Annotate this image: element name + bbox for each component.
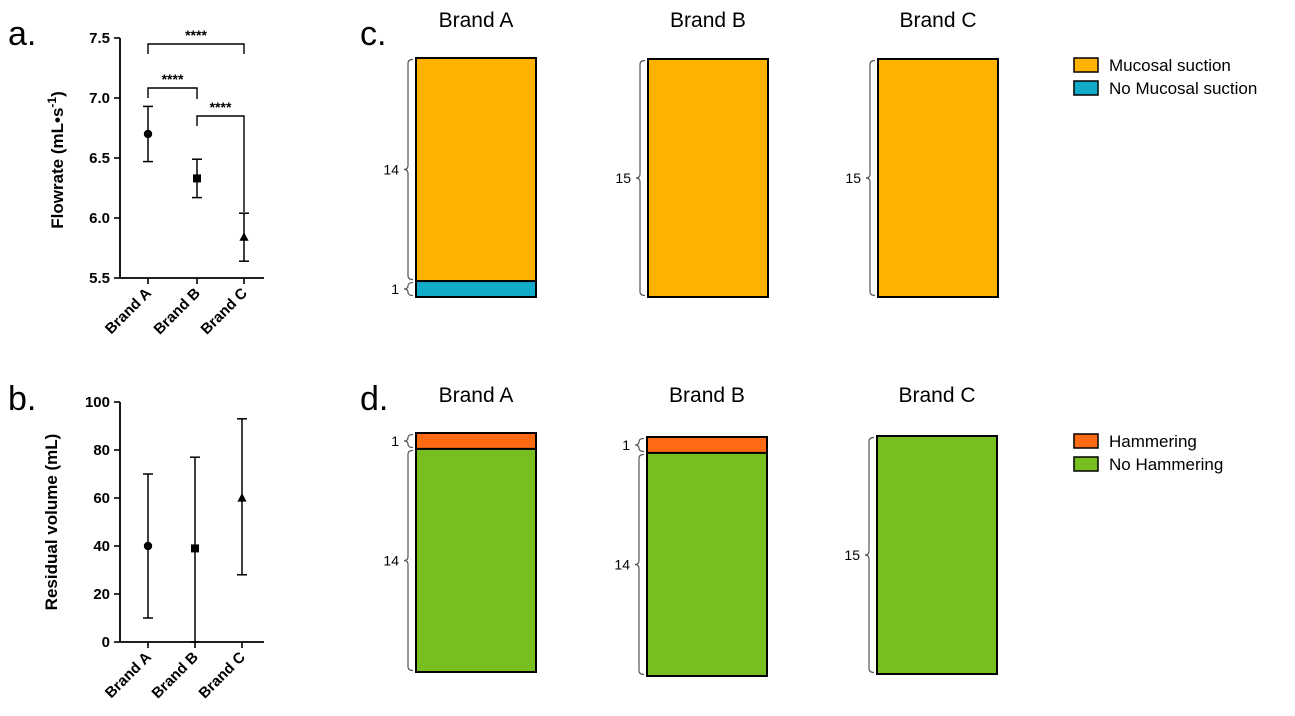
panel-a-point-brand-c xyxy=(239,232,249,241)
panel-b-y-tick-label: 40 xyxy=(93,538,110,555)
panel-d-count-label: 1 xyxy=(391,433,399,449)
panel-c-brace xyxy=(403,58,414,281)
panel-d-legend-swatch-no-hammering xyxy=(1073,456,1099,472)
panel-a-y-tick-label: 6.5 xyxy=(89,150,110,167)
panel-a-significance-bracket xyxy=(147,87,198,99)
panel-d-title-brand-a: Brand A xyxy=(439,384,514,407)
panel-c-legend-label-mucosal-suction: Mucosal suction xyxy=(1109,56,1231,75)
panel-d-legend-label-no-hammering: No Hammering xyxy=(1109,455,1223,474)
panel-a-y-tick-label: 7.0 xyxy=(89,90,110,107)
panel-c-title-brand-b: Brand B xyxy=(670,9,746,32)
panel-d-bar-brand-b-no-hammering xyxy=(646,451,768,677)
panel-b-point-brand-b xyxy=(191,544,199,553)
panel-d-count-label: 15 xyxy=(844,547,860,563)
panel-a-significance-bracket xyxy=(196,115,245,212)
panel-c-count-label: 15 xyxy=(845,170,861,186)
panel-b-y-tick-label: 60 xyxy=(93,490,110,507)
panel-c-count-label: 1 xyxy=(391,281,399,297)
panel-a-x-tick-label-brand-c: Brand C xyxy=(198,285,251,338)
panel-c-bar-brand-c-mucosal-suction xyxy=(877,58,999,298)
panel-d-bar-brand-a-hammering xyxy=(415,432,537,450)
panel-c-brace xyxy=(635,59,646,297)
panel-b-y-axis-title: Residual volume (mL) xyxy=(42,434,61,611)
panel-b-x-tick-label-brand-c: Brand C xyxy=(196,649,249,702)
panel-d-count-label: 14 xyxy=(614,556,630,572)
panel-c-brace xyxy=(865,59,876,297)
panel-c-title-brand-a: Brand A xyxy=(439,9,514,32)
panel-a-x-tick-label-brand-a: Brand A xyxy=(102,285,155,338)
panel-b-x-tick-label-brand-a: Brand A xyxy=(102,649,155,702)
panel-c-bar-brand-a-no-mucosal-suction xyxy=(415,280,537,299)
panel-d-brace xyxy=(403,433,414,449)
panel-c-bar-brand-a-mucosal-suction xyxy=(415,57,537,283)
panel-d-letter: d. xyxy=(360,380,388,418)
panel-c-brace xyxy=(403,281,414,297)
panel-b-y-tick-label: 0 xyxy=(102,634,110,651)
panel-b-letter: b. xyxy=(8,380,36,418)
panel-b-y-tick-label: 80 xyxy=(93,442,110,459)
panel-d-count-label: 14 xyxy=(383,552,399,568)
panel-d-brace xyxy=(634,453,645,676)
panel-d-title-brand-c: Brand C xyxy=(898,384,975,407)
panel-c-count-label: 14 xyxy=(383,162,399,178)
panel-a-significance-label: **** xyxy=(162,71,184,87)
panel-d-brace xyxy=(634,437,645,453)
panel-d-legend-swatch-hammering xyxy=(1073,433,1099,449)
panel-d-count-label: 1 xyxy=(622,437,630,453)
panel-a-letter: a. xyxy=(8,15,36,53)
panel-d-bar-brand-a-no-hammering xyxy=(415,447,537,673)
panel-b-x-tick-label-brand-b: Brand B xyxy=(149,649,202,702)
panel-d-brace xyxy=(864,436,875,674)
panel-a-y-tick-label: 5.5 xyxy=(89,270,110,287)
panel-b-point-brand-a xyxy=(143,541,153,551)
panel-d-bar-brand-b-hammering xyxy=(646,436,768,454)
panel-b-point-brand-c xyxy=(237,493,247,502)
panel-a-y-tick-label: 7.5 xyxy=(89,30,110,47)
panel-c-letter: c. xyxy=(360,15,386,53)
panel-a-y-axis-title: Flowrate (mL•s-1) xyxy=(45,91,67,229)
panel-d-brace xyxy=(403,449,414,672)
panel-c-bar-brand-b-mucosal-suction xyxy=(647,58,769,298)
panel-d-title-brand-b: Brand B xyxy=(669,384,745,407)
panel-a-significance-label: **** xyxy=(185,27,207,43)
panel-a-point-brand-b xyxy=(193,174,201,183)
panel-a-x-tick-label-brand-b: Brand B xyxy=(151,285,204,338)
panel-b-y-tick-label: 100 xyxy=(85,394,110,411)
panel-a-point-brand-a xyxy=(143,129,153,139)
panel-c-title-brand-c: Brand C xyxy=(899,9,976,32)
panel-d-legend-label-hammering: Hammering xyxy=(1109,432,1197,451)
panel-c-count-label: 15 xyxy=(615,170,631,186)
panel-a-significance-label: **** xyxy=(210,99,232,115)
panel-b-y-tick-label: 20 xyxy=(93,586,110,603)
panel-a-y-tick-label: 6.0 xyxy=(89,210,110,227)
panel-c-legend-label-no-mucosal-suction: No Mucosal suction xyxy=(1109,79,1257,98)
panel-d-bar-brand-c-no-hammering xyxy=(876,435,998,675)
panel-c-legend-swatch-no-mucosal-suction xyxy=(1073,80,1099,96)
panel-c-legend-swatch-mucosal-suction xyxy=(1073,57,1099,73)
panel-a-significance-bracket xyxy=(147,43,245,54)
